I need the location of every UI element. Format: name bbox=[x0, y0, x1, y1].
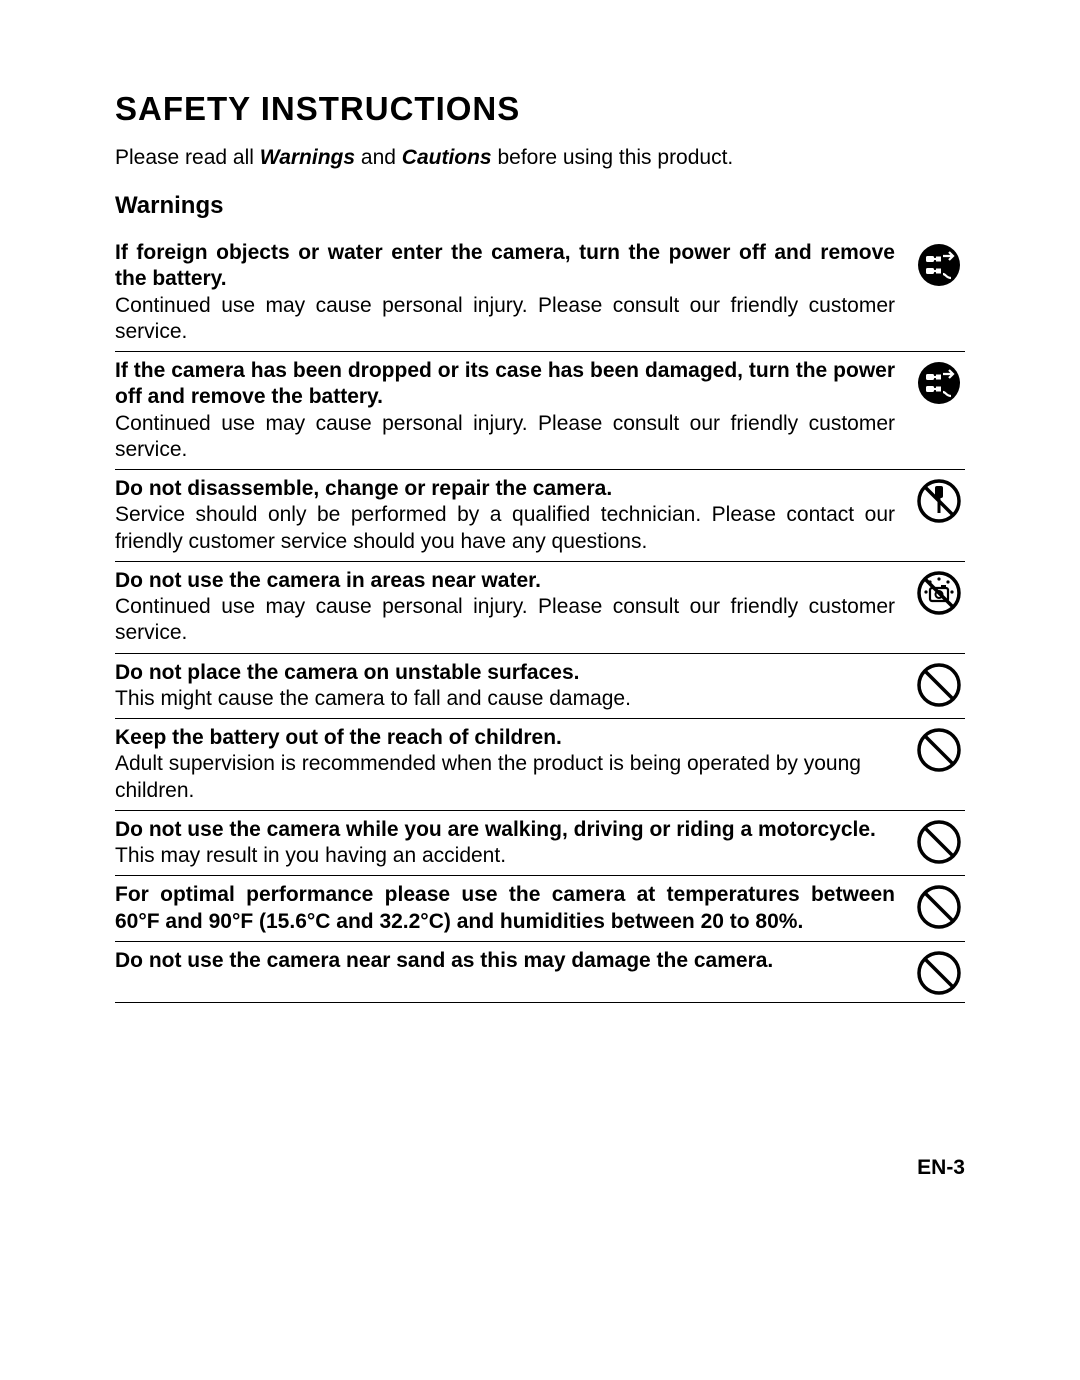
prohibit-icon bbox=[913, 817, 965, 865]
warnings-list: If foreign objects or water enter the ca… bbox=[115, 234, 965, 1003]
intro-text: Please read all Warnings and Cautions be… bbox=[115, 146, 965, 170]
warning-text: Do not use the camera near sand as this … bbox=[115, 948, 895, 996]
warning-text: If foreign objects or water enter the ca… bbox=[115, 240, 895, 345]
warning-row: Do not place the camera on unstable surf… bbox=[115, 654, 965, 720]
prohibit-icon bbox=[913, 882, 965, 930]
warning-text: Do not use the camera in areas near wate… bbox=[115, 568, 895, 647]
warning-bold: Do not disassemble, change or repair the… bbox=[115, 476, 895, 502]
prohibit-icon bbox=[913, 725, 965, 773]
warning-text: For optimal performance please use the c… bbox=[115, 882, 895, 935]
warning-row: Do not use the camera while you are walk… bbox=[115, 811, 965, 877]
warning-body: This might cause the camera to fall and … bbox=[115, 686, 895, 712]
warning-bold: Do not use the camera while you are walk… bbox=[115, 817, 895, 843]
warning-bold: If the camera has been dropped or its ca… bbox=[115, 358, 895, 411]
intro-warnings: Warnings bbox=[260, 146, 355, 169]
intro-cautions: Cautions bbox=[402, 146, 492, 169]
warning-bold: Keep the battery out of the reach of chi… bbox=[115, 725, 895, 751]
unplug-icon bbox=[913, 358, 965, 406]
warning-row: Do not use the camera near sand as this … bbox=[115, 942, 965, 1003]
warning-bold: For optimal performance please use the c… bbox=[115, 882, 895, 935]
intro-post: before using this product. bbox=[492, 146, 734, 169]
page: SAFETY INSTRUCTIONS Please read all Warn… bbox=[0, 0, 1080, 1380]
warning-body: Adult supervision is recommended when th… bbox=[115, 751, 895, 804]
warning-row: If foreign objects or water enter the ca… bbox=[115, 234, 965, 352]
warning-row: Do not use the camera in areas near wate… bbox=[115, 562, 965, 654]
no-water-icon bbox=[913, 568, 965, 616]
warning-body: Continued use may cause personal injury.… bbox=[115, 411, 895, 464]
unplug-icon bbox=[913, 240, 965, 288]
warning-body: Continued use may cause personal injury.… bbox=[115, 594, 895, 647]
warning-bold: Do not use the camera in areas near wate… bbox=[115, 568, 895, 594]
page-number: EN-3 bbox=[917, 1156, 965, 1180]
no-disassemble-icon bbox=[913, 476, 965, 524]
intro-mid: and bbox=[355, 146, 402, 169]
warning-bold: Do not use the camera near sand as this … bbox=[115, 948, 895, 974]
warning-body: Continued use may cause personal injury.… bbox=[115, 293, 895, 346]
warning-row: For optimal performance please use the c… bbox=[115, 876, 965, 942]
section-heading: Warnings bbox=[115, 192, 965, 220]
warning-row: Do not disassemble, change or repair the… bbox=[115, 470, 965, 562]
warning-body: This may result in you having an acciden… bbox=[115, 843, 895, 869]
intro-pre: Please read all bbox=[115, 146, 260, 169]
warning-text: If the camera has been dropped or its ca… bbox=[115, 358, 895, 463]
page-title: SAFETY INSTRUCTIONS bbox=[115, 90, 965, 128]
warning-bold: If foreign objects or water enter the ca… bbox=[115, 240, 895, 293]
spacer bbox=[115, 974, 895, 996]
warning-row: Keep the battery out of the reach of chi… bbox=[115, 719, 965, 811]
warning-body: Service should only be performed by a qu… bbox=[115, 502, 895, 555]
prohibit-icon bbox=[913, 660, 965, 708]
warning-row: If the camera has been dropped or its ca… bbox=[115, 352, 965, 470]
warning-text: Keep the battery out of the reach of chi… bbox=[115, 725, 895, 804]
warning-bold: Do not place the camera on unstable surf… bbox=[115, 660, 895, 686]
warning-text: Do not disassemble, change or repair the… bbox=[115, 476, 895, 555]
warning-text: Do not use the camera while you are walk… bbox=[115, 817, 895, 870]
prohibit-icon bbox=[913, 948, 965, 996]
warning-text: Do not place the camera on unstable surf… bbox=[115, 660, 895, 713]
